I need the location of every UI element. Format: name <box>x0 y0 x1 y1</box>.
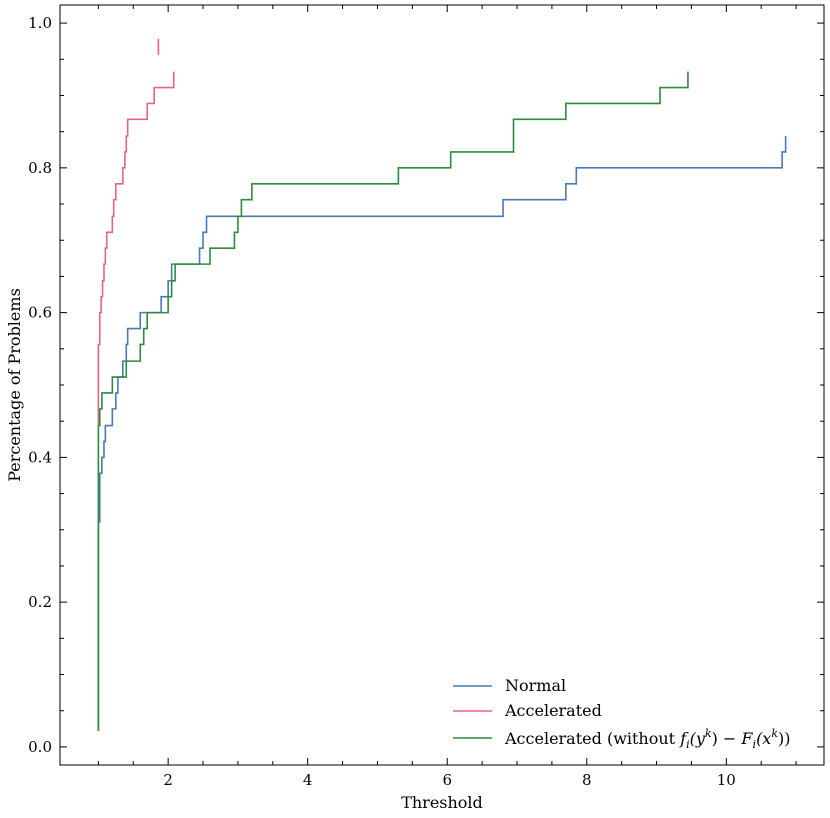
series-line-0 <box>97 136 787 731</box>
y-tick-label: 0.4 <box>28 448 52 466</box>
legend-label-accelerated-without: Accelerated (without fi(yk) − Fi(xk)) <box>504 727 790 751</box>
axis-ticks <box>60 5 824 765</box>
x-tick-label: 8 <box>582 771 592 789</box>
plot-area <box>59 4 825 766</box>
legend-label-normal: Normal <box>505 676 566 695</box>
legend: Normal Accelerated Accelerated (without … <box>453 676 790 751</box>
x-axis-title: Threshold <box>401 793 483 812</box>
tick-labels: 2 4 6 8 10 0.0 0.2 0.4 0.6 0.8 1.0 <box>28 14 736 789</box>
x-tick-label: 2 <box>163 771 173 789</box>
y-tick-label: 0.8 <box>28 159 52 177</box>
legend-label-accelerated: Accelerated <box>504 701 602 720</box>
series-lines <box>97 39 787 731</box>
y-tick-label: 0.2 <box>28 593 52 611</box>
x-tick-label: 10 <box>717 771 736 789</box>
x-tick-label: 6 <box>442 771 452 789</box>
series-line-2 <box>97 71 689 731</box>
series-line-1 <box>97 71 175 426</box>
x-tick-label: 4 <box>303 771 313 789</box>
y-tick-label: 0.6 <box>28 304 52 322</box>
y-tick-label: 0.0 <box>28 738 52 756</box>
y-axis-title: Percentage of Problems <box>5 288 24 482</box>
y-tick-label: 1.0 <box>28 14 52 32</box>
